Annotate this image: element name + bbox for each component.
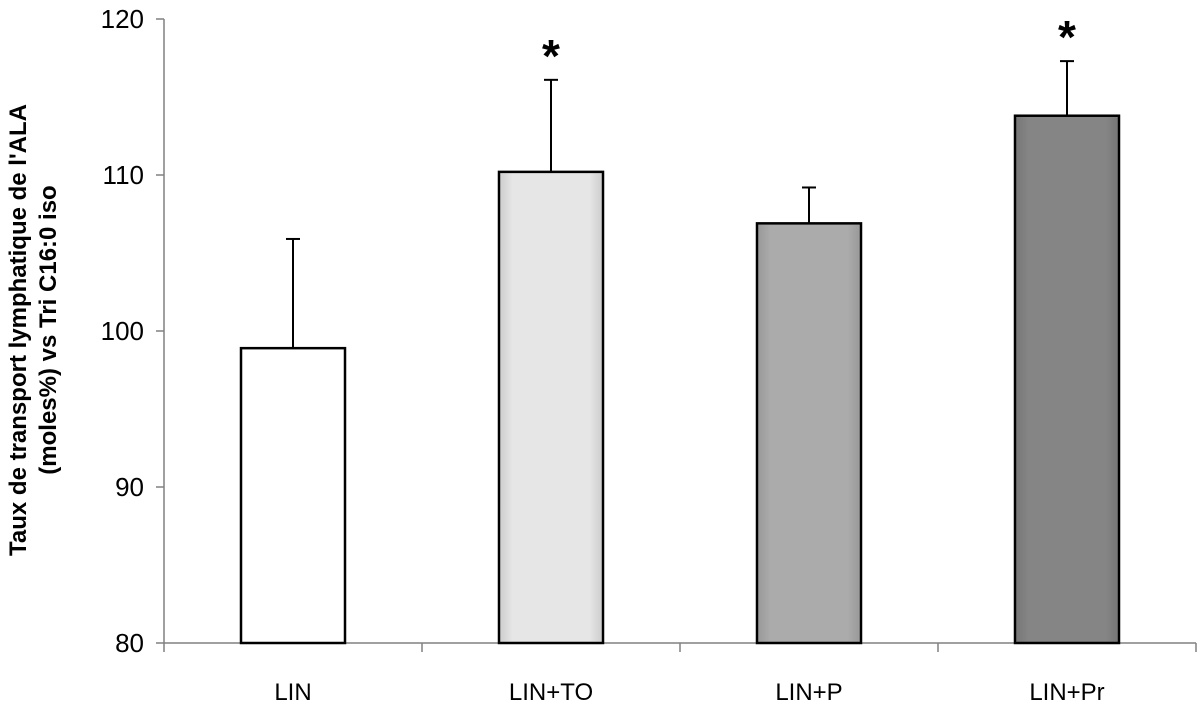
y-tick-label: 90 bbox=[115, 472, 144, 502]
category-label: LIN bbox=[274, 679, 311, 706]
category-label: LIN+Pr bbox=[1029, 679, 1104, 706]
significance-asterisk: * bbox=[1058, 11, 1076, 63]
significance-markers: * * bbox=[542, 11, 1076, 82]
bar-lin-pr bbox=[1013, 114, 1121, 645]
y-tick-label: 100 bbox=[101, 316, 144, 346]
y-axis-title: Taux de transport lymphatique de l'ALA (… bbox=[5, 104, 62, 556]
bar-bevel bbox=[500, 173, 602, 642]
bar-lin bbox=[239, 346, 347, 645]
significance-asterisk: * bbox=[542, 30, 560, 82]
x-ticks bbox=[163, 643, 1197, 652]
y-tick-label: 120 bbox=[101, 4, 144, 34]
category-labels: LIN LIN+TO LIN+P LIN+Pr bbox=[274, 679, 1104, 706]
y-axis-title-line1: Taux de transport lymphatique de l'ALA bbox=[5, 104, 32, 556]
error-bars bbox=[286, 60, 1074, 349]
bar-rect bbox=[239, 346, 347, 645]
bar-bevel bbox=[758, 224, 860, 642]
category-label: LIN+P bbox=[775, 679, 842, 706]
y-axis-title-line2: (moles%) vs Tri C16:0 iso bbox=[35, 185, 62, 474]
y-tick-label: 80 bbox=[115, 628, 144, 658]
bar-bevel bbox=[1016, 117, 1118, 642]
y-ticks: 80 90 100 110 120 bbox=[101, 4, 164, 658]
bars bbox=[239, 114, 1121, 645]
bar-lin-p bbox=[755, 222, 863, 645]
category-label: LIN+TO bbox=[509, 679, 593, 706]
bar-lin-to bbox=[497, 170, 605, 645]
y-tick-label: 110 bbox=[103, 160, 144, 190]
